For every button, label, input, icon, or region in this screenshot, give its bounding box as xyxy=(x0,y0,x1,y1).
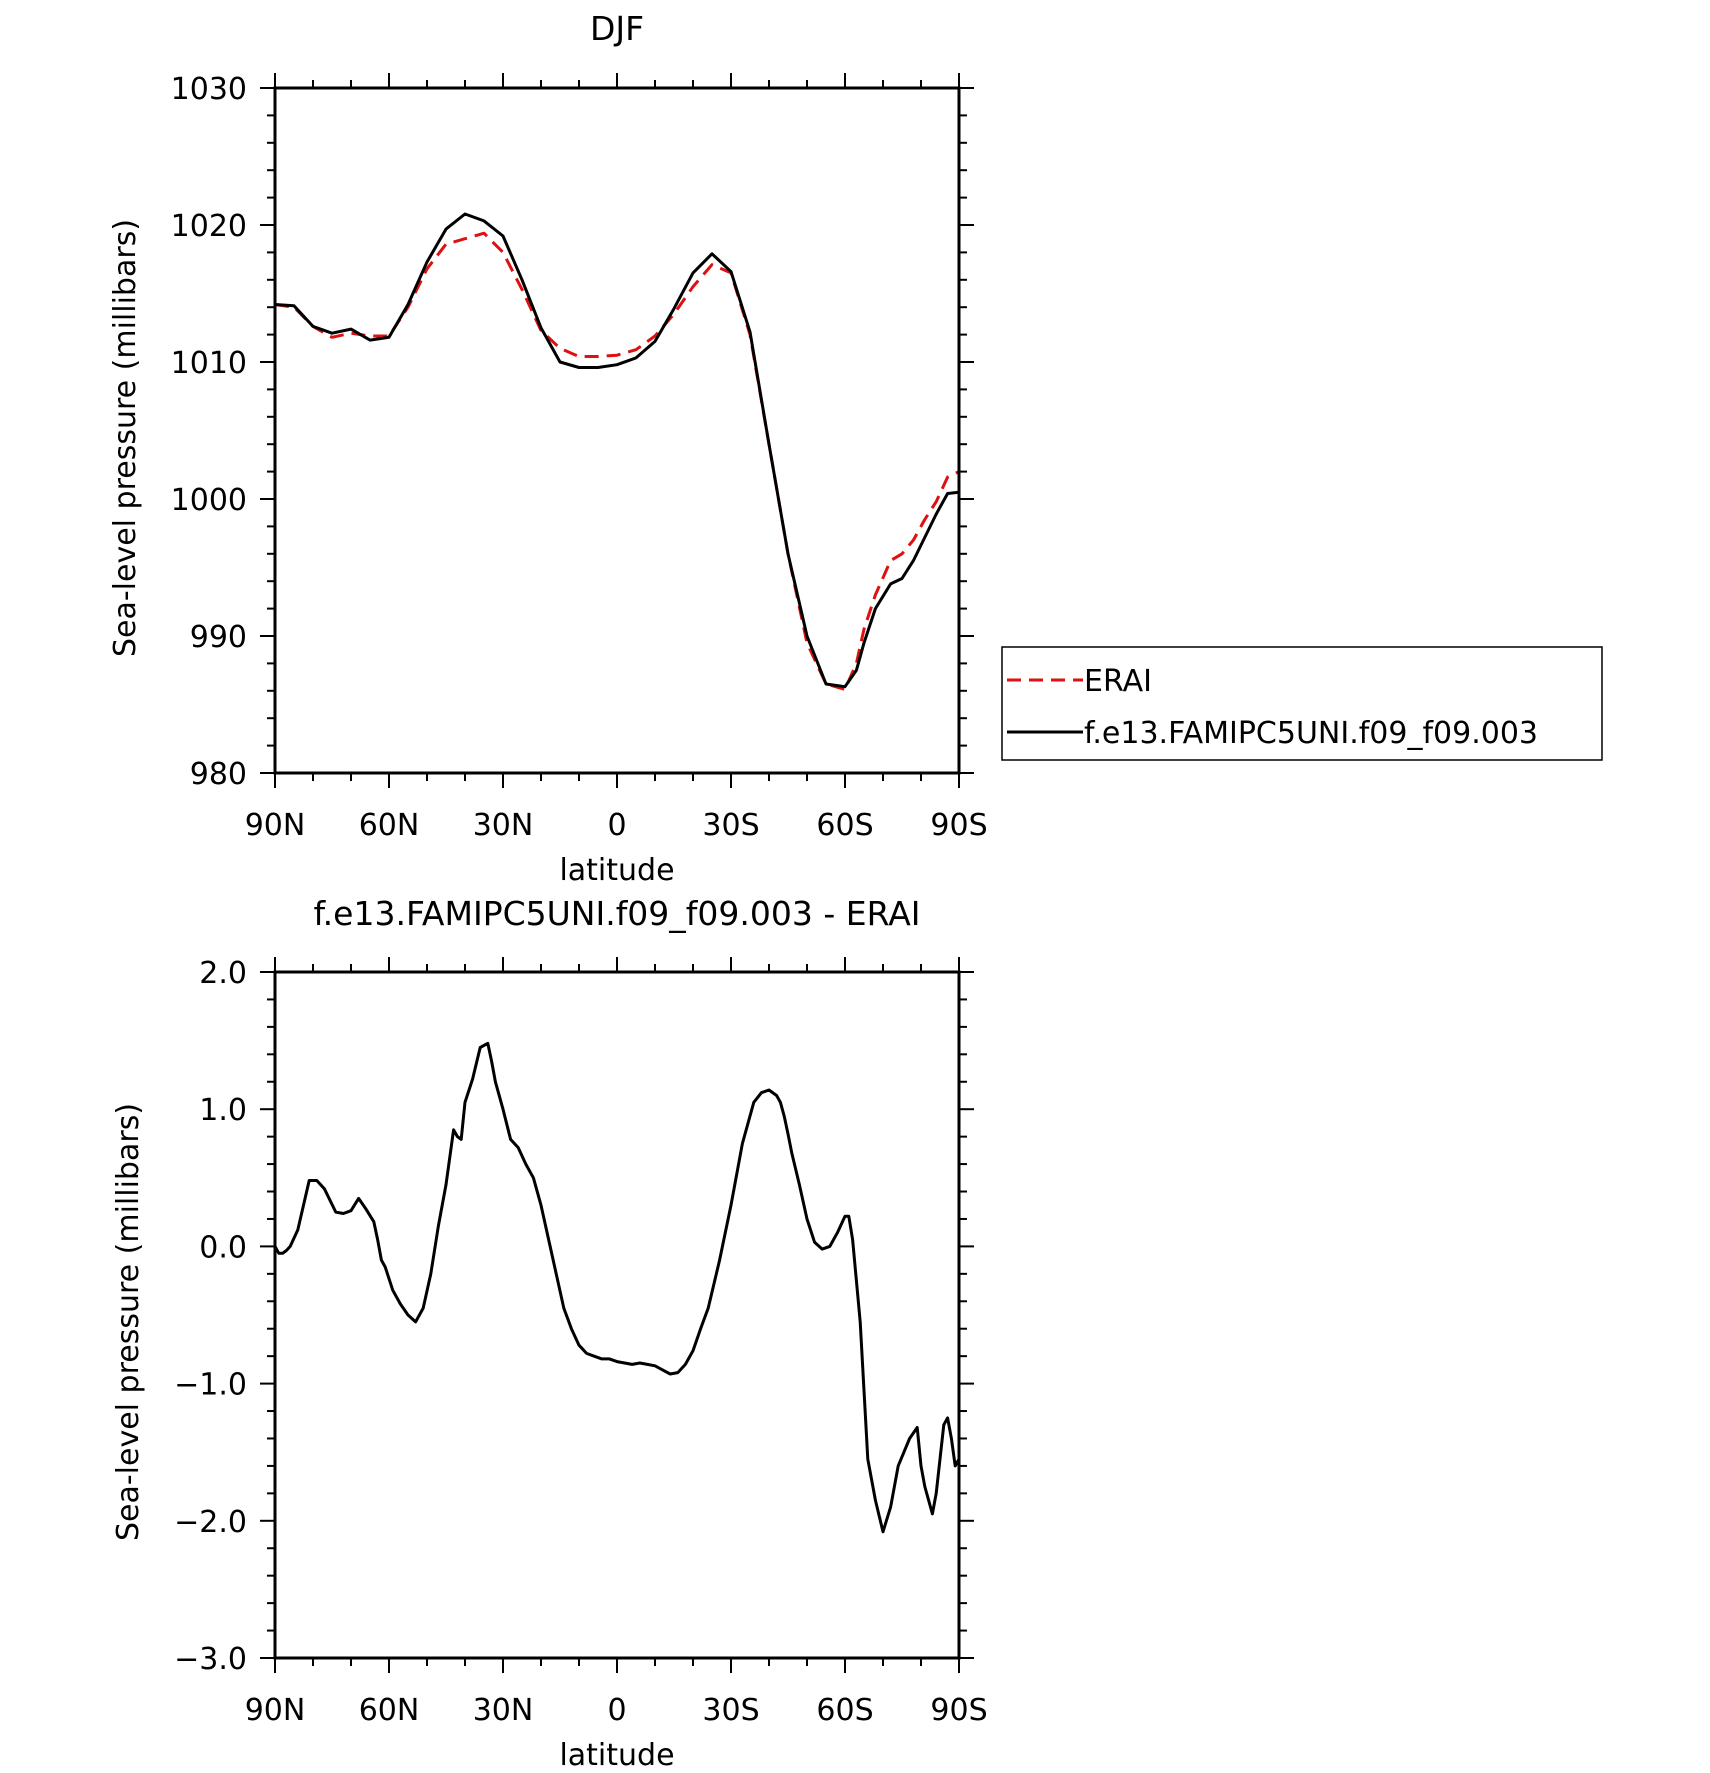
x-tick-label: 60N xyxy=(359,1693,420,1728)
y-tick-label: 990 xyxy=(190,620,247,655)
y-tick-label: 0.0 xyxy=(199,1230,247,1265)
legend-label-erai: ERAI xyxy=(1084,664,1152,699)
legend-box xyxy=(1001,646,1603,761)
y-tick-label: 1020 xyxy=(171,209,247,244)
top-panel-y-axis-label: Sea-level pressure (millibars) xyxy=(108,219,143,657)
legend-label-model: f.e13.FAMIPC5UNI.f09_f09.003 xyxy=(1084,716,1538,751)
x-tick-label: 90S xyxy=(930,1693,987,1728)
bottom-panel: f.e13.FAMIPC5UNI.f09_f09.003 - ERAI Sea-… xyxy=(111,894,988,1773)
x-tick-label: 30S xyxy=(702,808,759,843)
y-tick-label: −2.0 xyxy=(174,1505,247,1540)
top-panel-ticks: 980 990 1000 1010 1020 1030 90N 60N 30N 0 30S 60S 90… xyxy=(171,72,988,843)
top-panel-x-axis-label: latitude xyxy=(559,853,674,888)
top-panel: DJF Sea-level pressure (millibars) latit… xyxy=(108,9,1603,888)
x-tick-label: 60N xyxy=(359,808,420,843)
bottom-panel-x-axis-label: latitude xyxy=(559,1738,674,1773)
y-tick-label: −3.0 xyxy=(174,1642,247,1677)
x-tick-label: 0 xyxy=(607,808,626,843)
y-tick-label: 980 xyxy=(190,757,247,792)
x-tick-label: 90N xyxy=(245,1693,306,1728)
bottom-panel-y-axis-label: Sea-level pressure (millibars) xyxy=(111,1103,146,1541)
x-tick-label: 30S xyxy=(702,1693,759,1728)
bottom-panel-ticks: −3.0 −2.0 −1.0 0.0 1.0 2.0 90N 60N 30N 0 30S 60S 90S xyxy=(174,956,987,1728)
y-tick-label: 1000 xyxy=(171,483,247,518)
y-tick-label: 1.0 xyxy=(199,1093,247,1128)
y-tick-label: 2.0 xyxy=(199,956,247,991)
x-tick-label: 30N xyxy=(473,808,534,843)
x-tick-label: 30N xyxy=(473,1693,534,1728)
x-tick-label: 0 xyxy=(607,1693,626,1728)
bottom-panel-plot-frame xyxy=(273,970,961,1660)
x-tick-label: 60S xyxy=(816,1693,873,1728)
x-tick-label: 60S xyxy=(816,808,873,843)
y-tick-label: 1010 xyxy=(171,346,247,381)
x-tick-label: 90S xyxy=(930,808,987,843)
y-tick-label: 1030 xyxy=(171,72,247,107)
y-tick-label: −1.0 xyxy=(174,1368,247,1403)
series-line-erai xyxy=(274,231,960,691)
x-tick-label: 90N xyxy=(245,808,306,843)
series-line-model xyxy=(274,212,960,689)
top-panel-title: DJF xyxy=(590,9,644,48)
top-panel-series xyxy=(274,212,960,691)
top-panel-legend: ERAI f.e13.FAMIPC5UNI.f09_f09.003 xyxy=(1001,646,1603,761)
bottom-panel-title: f.e13.FAMIPC5UNI.f09_f09.003 - ERAI xyxy=(313,894,920,933)
top-panel-plot-frame xyxy=(273,86,961,775)
difference-series-line xyxy=(273,1041,961,1534)
bottom-panel-series xyxy=(273,1041,961,1534)
